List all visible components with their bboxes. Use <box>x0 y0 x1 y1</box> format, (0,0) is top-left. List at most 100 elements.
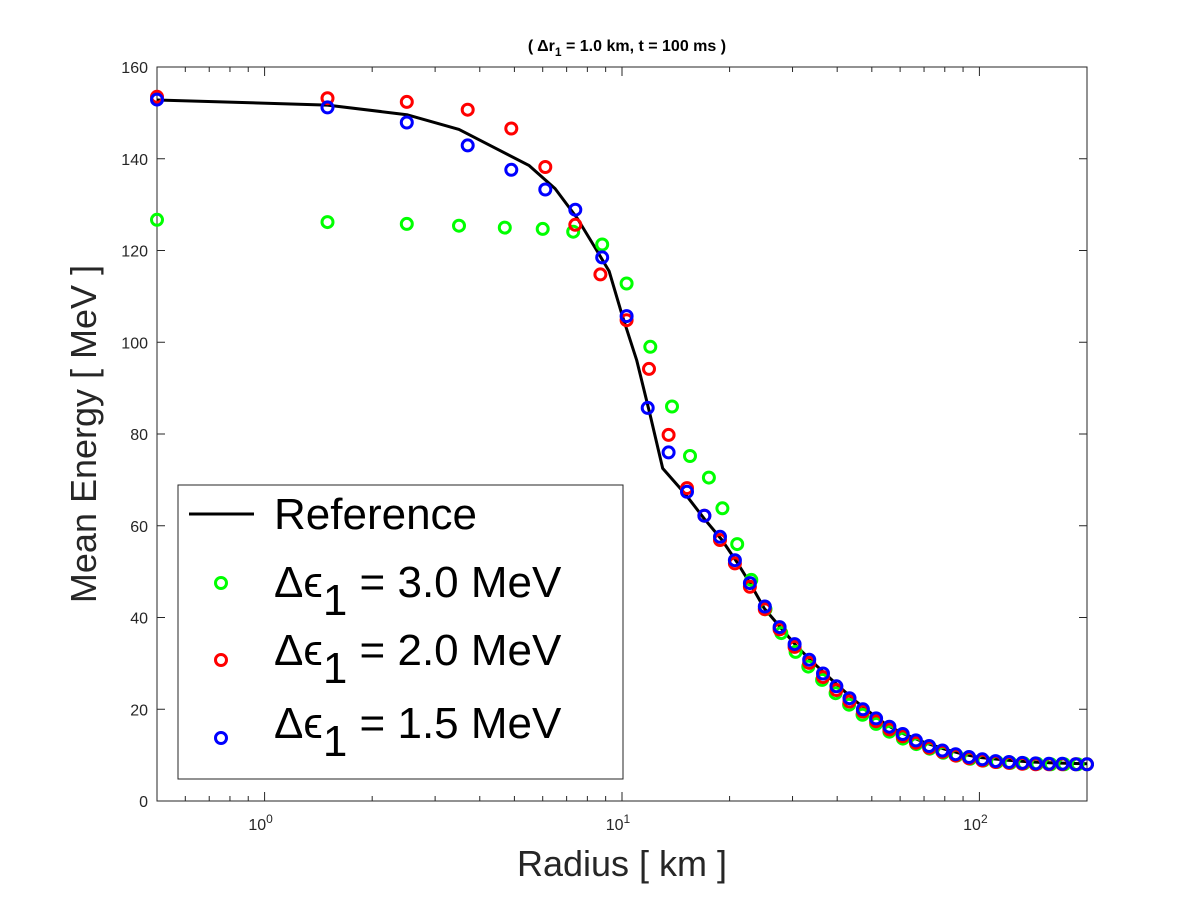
data-point <box>150 92 164 107</box>
data-point <box>922 739 937 753</box>
data-point <box>497 220 512 235</box>
legend-value-1-5: = 1.5 MeV <box>347 699 562 748</box>
legend-marker-2-0 <box>214 653 228 667</box>
data-point <box>320 215 335 230</box>
data-point <box>452 218 466 233</box>
y-tick-label: 60 <box>130 519 148 536</box>
x-tick-exponent: 2 <box>981 812 988 826</box>
data-point <box>399 94 414 109</box>
data-point <box>816 666 830 681</box>
data-point <box>908 733 923 748</box>
data-point <box>460 138 475 153</box>
title-part-rest: = 1.0 km, t = 100 ms ) <box>562 38 727 55</box>
data-point <box>727 553 742 568</box>
legend-sub-2-0: 1 <box>323 644 347 693</box>
data-point <box>640 400 655 415</box>
legend-label-1-5: Δϵ1 = 1.5 MeV <box>274 699 562 766</box>
scatter-series-layer <box>150 89 1094 772</box>
data-point <box>842 691 857 706</box>
data-point <box>1055 756 1070 771</box>
data-point <box>399 216 414 231</box>
legend-value-2-0: = 2.0 MeV <box>347 626 562 675</box>
data-point <box>1002 755 1016 769</box>
data-point <box>661 427 676 442</box>
data-point <box>642 361 656 376</box>
data-point <box>535 221 550 236</box>
y-tick-label: 120 <box>121 244 148 261</box>
y-tick-label: 20 <box>130 702 148 719</box>
axis-ticks <box>156 66 1088 802</box>
data-point <box>320 91 335 106</box>
x-tick-label: 102 <box>963 812 988 834</box>
data-point <box>730 537 745 552</box>
legend-marker-1-5 <box>214 731 228 745</box>
series-2 <box>150 92 1094 772</box>
title-part-delta: Δr <box>537 38 555 55</box>
x-tick-label: 100 <box>248 812 273 834</box>
data-point <box>593 267 608 282</box>
legend-sub-3-0: 1 <box>323 576 347 625</box>
data-point <box>619 276 634 291</box>
x-tick-base: 10 <box>963 817 981 834</box>
data-point <box>742 576 757 591</box>
data-point <box>460 102 475 117</box>
y-axis-title: Mean Energy [ MeV ] <box>63 265 104 603</box>
legend-delta-3-0: Δϵ <box>274 558 323 607</box>
data-point <box>697 508 712 523</box>
y-tick-label: 160 <box>121 60 148 77</box>
data-point <box>568 217 583 232</box>
y-tick-label: 0 <box>139 794 148 811</box>
data-point <box>683 449 697 463</box>
x-axis-title: Radius [ km ] <box>517 843 727 884</box>
data-point <box>787 637 802 652</box>
data-point <box>595 237 610 252</box>
title-part-open: ( <box>528 38 537 55</box>
data-point <box>661 445 676 460</box>
data-point <box>855 702 870 717</box>
x-tick-label: 101 <box>606 812 631 834</box>
data-point <box>1028 756 1043 771</box>
y-tick-label: 40 <box>130 611 148 628</box>
data-point <box>680 484 694 499</box>
legend-label-reference: Reference <box>274 490 477 539</box>
legend-sub-1-5: 1 <box>323 717 347 766</box>
data-point <box>713 529 727 544</box>
data-point <box>772 620 787 635</box>
data-point <box>757 599 772 614</box>
x-tick-base: 10 <box>606 817 624 834</box>
data-point <box>701 470 716 485</box>
data-point <box>643 339 658 354</box>
data-point <box>882 719 897 734</box>
data-point <box>869 711 884 726</box>
data-point <box>988 754 1003 769</box>
data-point <box>504 162 519 177</box>
data-point <box>975 752 990 767</box>
legend-box <box>177 484 624 780</box>
x-tick-labels: 100 101 102 <box>248 812 988 834</box>
data-point <box>895 727 910 741</box>
data-point <box>935 743 950 758</box>
y-tick-labels: 0 20 40 60 80 100 120 140 160 <box>121 60 148 811</box>
data-point <box>504 121 519 136</box>
title-part-subscript: 1 <box>555 45 562 59</box>
legend-delta-2-0: Δϵ <box>274 626 323 675</box>
y-tick-label: 80 <box>130 427 148 444</box>
legend-marker-3-0 <box>214 576 228 590</box>
data-point <box>665 399 679 414</box>
data-point <box>538 160 553 174</box>
data-point <box>619 309 634 324</box>
y-tick-label: 140 <box>121 152 148 169</box>
legend-label-2-0: Δϵ1 = 2.0 MeV <box>274 626 562 693</box>
legend-label-3-0: Δϵ1 = 3.0 MeV <box>274 558 562 625</box>
legend-delta-1-5: Δϵ <box>274 699 323 748</box>
legend-value-3-0: = 3.0 MeV <box>347 558 562 607</box>
legend: Reference Δϵ1 = 3.0 MeV Δϵ1 = 2.0 MeV Δϵ… <box>177 484 624 780</box>
data-point <box>948 747 963 762</box>
data-point <box>320 100 335 115</box>
x-tick-exponent: 0 <box>266 812 273 826</box>
data-point <box>1015 755 1030 770</box>
data-point <box>1080 757 1094 772</box>
data-point <box>1041 756 1056 771</box>
data-point <box>538 182 553 197</box>
